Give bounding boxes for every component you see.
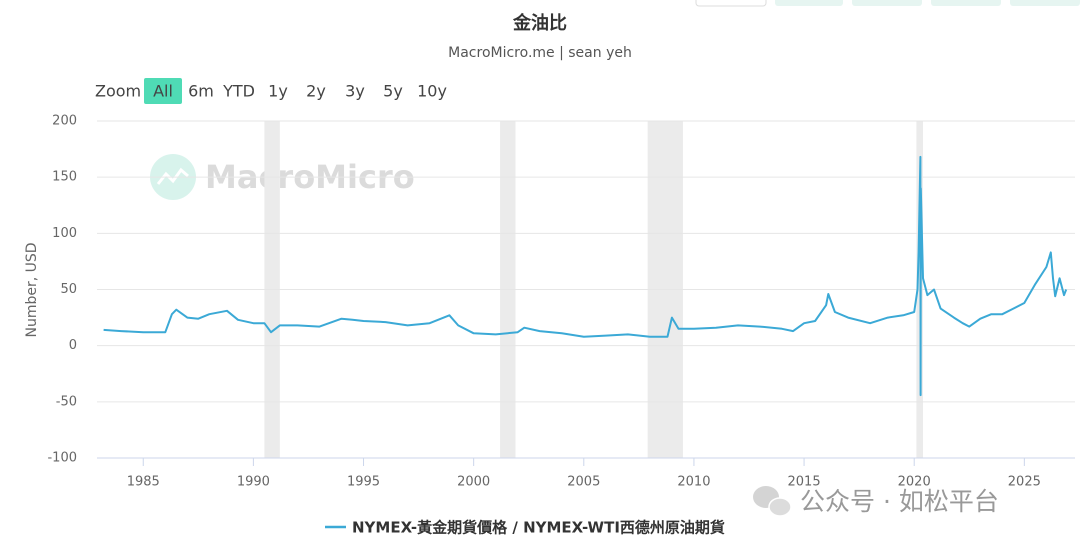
chart-title: 金油比 [512,12,567,34]
y-tick-label: -100 [47,451,77,466]
toolbar-button[interactable] [931,0,1001,6]
zoom-button[interactable]: 3y [345,82,365,101]
x-tick-label: 1995 [347,475,380,490]
y-tick-label: 100 [52,226,77,241]
x-tick-label: 2010 [677,475,710,490]
toolbar-button[interactable] [695,0,767,7]
zoom-button[interactable]: 2y [306,82,326,101]
zoom-label: Zoom [95,82,141,101]
x-tick-label: 2020 [898,475,931,490]
x-tick-label: 2000 [457,475,490,490]
data-line [103,155,1068,397]
toolbar-button[interactable] [852,0,922,6]
y-tick-label: 200 [52,114,77,129]
y-axis-title: Number, USD [24,242,40,337]
chart-subtitle: MacroMicro.me | sean yeh [448,45,632,61]
toolbar-button[interactable] [775,0,843,6]
x-tick-label: 2015 [788,475,821,490]
y-tick-label: 0 [69,338,77,353]
zoom-button[interactable]: 5y [383,82,403,101]
zoom-button[interactable]: 10y [417,82,447,101]
zoom-button[interactable]: All [153,82,173,101]
zoom-button[interactable]: 6m [188,82,214,101]
legend-label[interactable]: NYMEX-黃金期貨價格 / NYMEX-WTI西德州原油期貨 [352,519,725,537]
y-tick-label: -50 [56,394,77,409]
x-tick-label: 1985 [127,475,160,490]
y-tick-label: 150 [52,170,77,185]
toolbar-button[interactable] [1010,0,1080,6]
zoom-button[interactable]: 1y [268,82,288,101]
x-tick-label: 2025 [1008,475,1041,490]
wechat-icon [753,486,792,517]
x-tick-label: 2005 [567,475,600,490]
watermark: 公众号 · 如松平台 [800,487,999,516]
zoom-button[interactable]: YTD [222,82,255,101]
y-tick-label: 50 [60,282,77,297]
x-tick-label: 1990 [237,475,270,490]
zoom-button-bg[interactable] [144,78,182,104]
